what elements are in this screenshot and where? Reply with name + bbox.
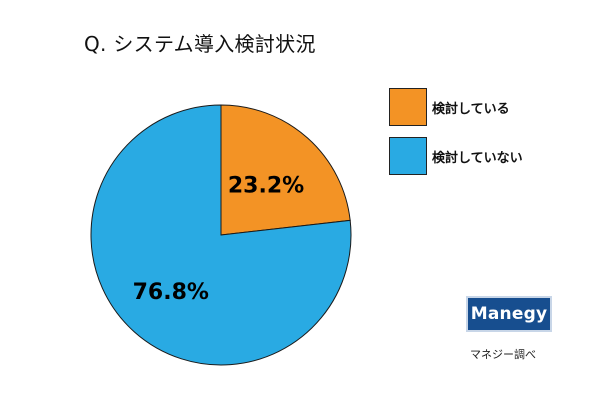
legend-item-not-considering: 検討していない bbox=[389, 136, 579, 176]
chart-title: Q. システム導入検討状況 bbox=[84, 32, 316, 56]
legend-swatch-considering bbox=[389, 88, 427, 126]
manegy-logo: Manegy bbox=[466, 296, 552, 332]
source-caption: マネジー調べ bbox=[470, 348, 536, 361]
slice-label-not-considering: 76.8% bbox=[133, 280, 209, 305]
legend: 検討している 検討していない bbox=[389, 87, 579, 185]
pie-slice-considering bbox=[220, 104, 351, 236]
pie-slice-not-considering bbox=[90, 104, 352, 366]
legend-swatch-not-considering bbox=[389, 137, 427, 175]
legend-label-considering: 検討している bbox=[432, 101, 510, 117]
slice-label-considering: 23.2% bbox=[228, 174, 304, 199]
legend-label-not-considering: 検討していない bbox=[432, 150, 523, 166]
legend-item-considering: 検討している bbox=[389, 87, 579, 127]
